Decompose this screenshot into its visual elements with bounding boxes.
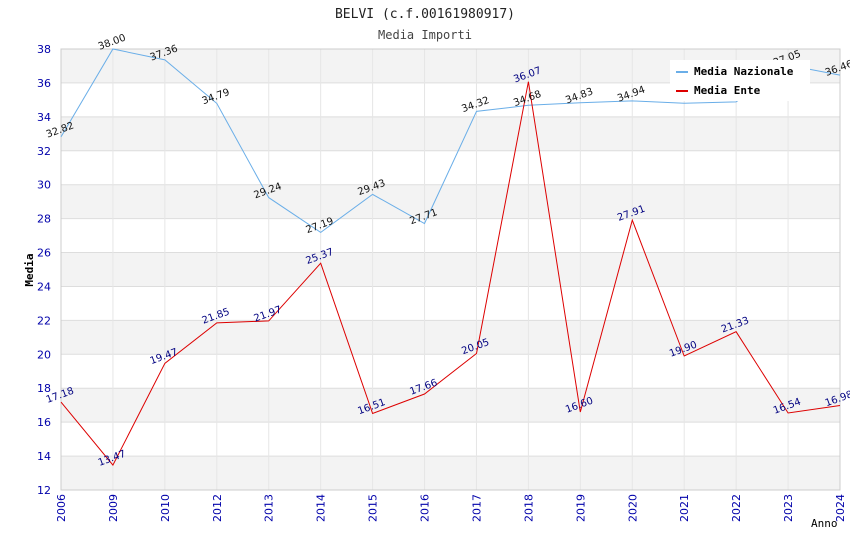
y-tick-label: 24 [37,280,51,293]
grid-band [61,116,840,151]
data-label: 34.68 [512,89,543,109]
grid-band [61,456,840,490]
y-tick-label: 34 [37,111,51,124]
y-tick-label: 12 [37,484,51,497]
y-tick-label: 18 [37,382,51,395]
x-tick-label: 2016 [419,494,432,522]
x-axis-ticks: 2006 2009 2010 2012 2013 2014 2015 2016 2017 2018… [55,494,847,522]
x-tick-label: 2024 [834,494,847,522]
x-tick-label: 2017 [470,494,483,522]
series-line-media-ente [60,81,841,467]
series-group [60,48,841,467]
y-tick-label: 26 [37,247,51,260]
x-tick-label: 2018 [522,494,535,522]
x-tick-label: 2019 [574,494,587,522]
legend-background [670,60,810,101]
y-axis-label: Media [23,253,36,286]
legend: Media Nazionale Media Ente [670,60,810,101]
chart-subtitle: Media Importi [378,28,472,42]
x-tick-label: 2009 [107,494,120,522]
y-tick-label: 20 [37,348,51,361]
x-tick-label: 2013 [263,494,276,522]
y-tick-label: 36 [37,77,51,90]
grid-band [61,388,840,423]
grid-band [61,252,840,287]
x-tick-label: 2014 [315,494,328,522]
y-tick-label: 32 [37,145,51,158]
gridlines [60,48,841,491]
grid-bands [61,49,840,490]
x-tick-label: 2010 [159,494,172,522]
y-tick-label: 16 [37,416,51,429]
grid-band [61,184,840,219]
data-label: 34.79 [201,87,232,107]
x-tick-label: 2021 [678,494,691,522]
x-tick-label: 2012 [211,494,224,522]
chart-title: BELVI (c.f.00161980917) [335,7,515,22]
legend-label-media-ente: Media Ente [694,84,761,97]
x-tick-label: 2022 [730,494,743,522]
x-axis-label: Anno [811,517,838,530]
x-tick-label: 2020 [626,494,639,522]
series-line-media-nazionale [60,48,841,234]
plot-border [60,48,841,491]
y-tick-label: 30 [37,179,51,192]
x-tick-label: 2015 [367,494,380,522]
y-tick-label: 22 [37,314,51,327]
x-tick-label: 2006 [55,494,68,522]
y-axis-ticks: 12 14 16 18 20 22 24 26 28 30 32 34 36 38 [37,43,51,497]
y-tick-label: 14 [37,450,51,463]
y-tick-label: 38 [37,43,51,56]
grid-band [61,320,840,355]
data-label: 34.32 [460,95,491,115]
data-label: 34.83 [564,86,595,106]
x-tick-label: 2023 [782,494,795,522]
legend-label-media-nazionale: Media Nazionale [694,65,794,78]
y-tick-label: 28 [37,213,51,226]
